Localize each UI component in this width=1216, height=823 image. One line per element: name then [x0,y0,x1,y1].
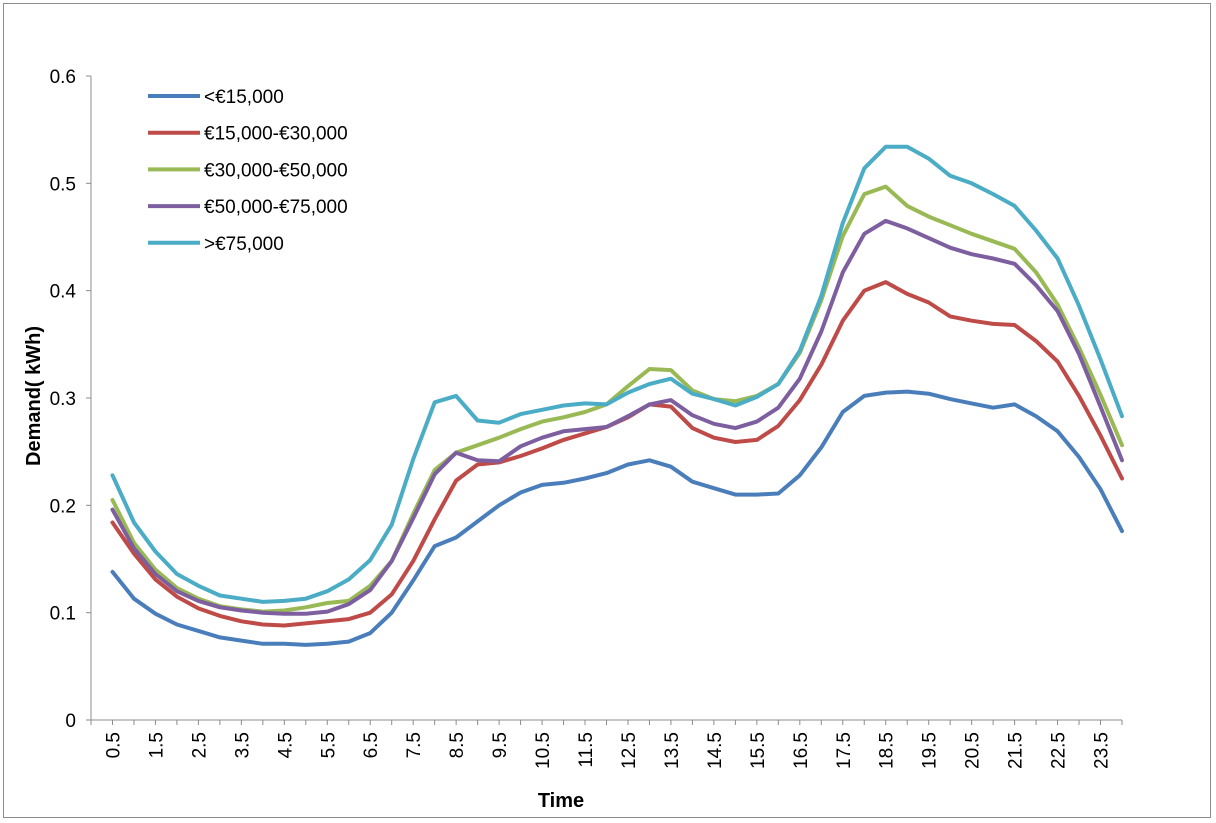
y-tick-label: 0.6 [50,67,76,88]
legend: <€15,000 €15,000-€30,000 €30,000-€50,000 €5… [148,87,348,255]
legend-label-3: €30,000-€50,000 [204,160,348,181]
x-tick-label: 18.5 [877,732,898,769]
y-tick-labels: 0 0.1 0.2 0.3 0.4 0.5 0.6 [50,67,77,732]
series-line-2 [110,280,1124,628]
x-tick-label: 19.5 [920,732,941,769]
y-tick-label: 0.4 [50,282,77,303]
x-tick-label: 10.5 [533,732,554,769]
legend-label-2: €15,000-€30,000 [204,124,348,145]
legend-label-1: <€15,000 [204,87,284,108]
x-tick-label: 16.5 [791,732,812,769]
x-tick-label: 8.5 [447,732,468,758]
y-tick-label: 0.3 [50,389,76,410]
x-tick-label: 11.5 [576,732,597,768]
y-tick-label: 0.1 [50,604,76,625]
x-tick-label: 12.5 [619,732,640,769]
x-tick-label: 6.5 [361,732,382,758]
x-tick-label: 14.5 [705,732,726,769]
x-axis-title: Time [538,790,584,812]
x-tick-label: 3.5 [232,732,253,758]
x-tick-label: 21.5 [1006,732,1027,769]
x-tick-label: 15.5 [748,732,769,769]
series-line-1 [110,389,1124,647]
series-line-4 [110,218,1124,616]
x-tick-label: 13.5 [662,732,683,769]
chart-frame [3,3,1211,818]
x-tick-label: 22.5 [1049,732,1070,769]
y-tick-label: 0.2 [50,496,76,517]
x-tick-label: 23.5 [1092,732,1113,769]
series-line-3 [110,184,1124,614]
axes [86,75,1123,725]
x-tick-label: 5.5 [318,732,339,758]
x-tick-label: 4.5 [275,732,296,758]
y-tick-label: 0 [65,711,76,732]
x-tick-label: 9.5 [490,732,511,758]
x-tick-labels: 0.5 1.5 2.5 3.5 4.5 5.5 6.5 7.5 8.5 9.5 10.5 11.5 12… [103,732,1112,769]
x-tick-label: 2.5 [189,732,210,758]
y-tick-label: 0.5 [50,174,76,195]
y-axis-title: Demand( kWh) [23,326,45,466]
x-tick-label: 1.5 [146,732,167,758]
series-line-5 [110,144,1124,604]
legend-label-5: >€75,000 [204,234,284,255]
series-lines [110,144,1124,647]
legend-label-4: €50,000-€75,000 [204,197,348,218]
x-tick-label: 7.5 [404,732,425,758]
x-tick-label: 0.5 [103,732,124,758]
x-tick-label: 17.5 [834,732,855,769]
x-tick-label: 20.5 [963,732,984,769]
